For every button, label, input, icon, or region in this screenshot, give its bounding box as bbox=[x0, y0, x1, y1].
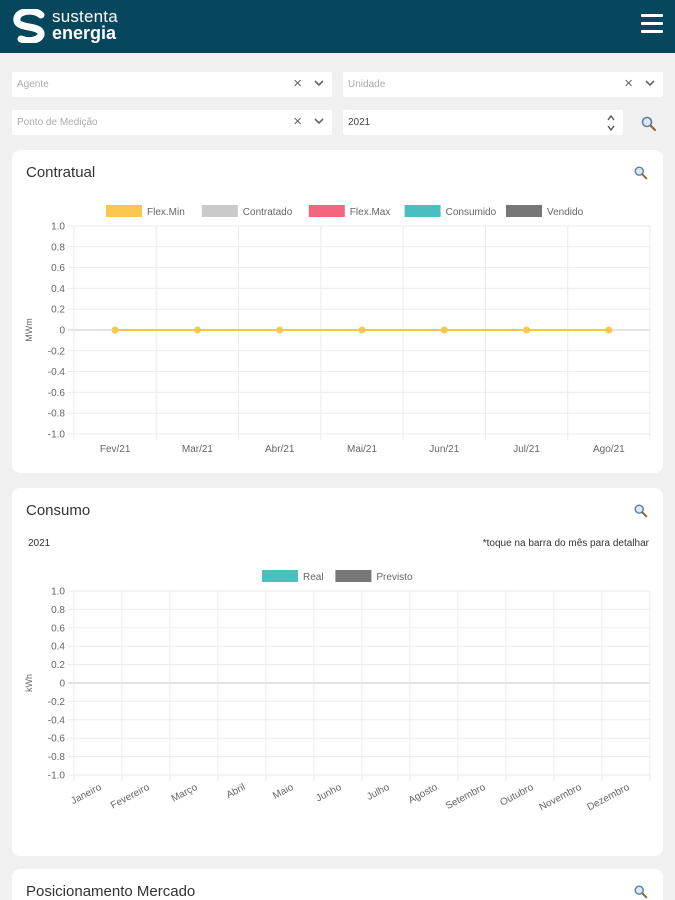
consumo-title: Consumo bbox=[26, 502, 91, 519]
posicionamento-title: Posicionamento Mercado bbox=[26, 883, 196, 900]
y-tick-label: 0.6 bbox=[51, 263, 65, 274]
clear-agente-icon[interactable]: × bbox=[293, 75, 302, 92]
consumo-hint: *toque na barra do mês para detalhar bbox=[482, 538, 649, 549]
x-tick-label: Julho bbox=[365, 782, 392, 803]
unidade-placeholder: Unidade bbox=[348, 79, 386, 90]
unidade-select[interactable]: Unidade × bbox=[343, 72, 663, 97]
y-axis-label: kWh bbox=[24, 674, 34, 692]
y-tick-label: 1.0 bbox=[51, 222, 65, 233]
legend-label: Contratado bbox=[243, 207, 293, 218]
contratual-chart[interactable]: Flex.Min Contratado Flex.Max Consumido Vendi… bbox=[12, 150, 663, 473]
brand-line-1: sustenta bbox=[52, 7, 118, 26]
legend-swatch bbox=[106, 205, 142, 217]
x-tick-label: Mai/21 bbox=[347, 444, 377, 455]
legend-label: Flex.Max bbox=[350, 207, 391, 218]
data-point bbox=[358, 326, 366, 334]
legend-swatch bbox=[201, 205, 238, 217]
legend-swatch bbox=[262, 570, 298, 582]
data-point bbox=[605, 326, 613, 334]
y-tick-label: -0.2 bbox=[48, 346, 66, 357]
x-tick-label: Setembro bbox=[444, 782, 488, 812]
ponto-placeholder: Ponto de Medição bbox=[17, 117, 98, 128]
y-tick-label: -0.6 bbox=[48, 734, 66, 745]
clear-ponto-icon[interactable]: × bbox=[293, 113, 302, 130]
y-tick-label: -1.0 bbox=[48, 771, 66, 782]
x-tick-label: Abr/21 bbox=[265, 444, 295, 455]
hamburger-menu-icon[interactable] bbox=[641, 14, 663, 36]
legend-label: Flex.Min bbox=[147, 207, 185, 218]
y-tick-label: 0 bbox=[59, 679, 65, 690]
x-tick-label: Maio bbox=[271, 782, 296, 802]
y-tick-label: 0.4 bbox=[51, 284, 65, 295]
legend-label: Previsto bbox=[376, 572, 413, 583]
x-tick-label: Dezembro bbox=[586, 782, 632, 814]
x-tick-label: Jul/21 bbox=[513, 444, 540, 455]
chevron-down-icon[interactable] bbox=[312, 75, 326, 91]
data-point bbox=[440, 326, 448, 334]
consumo-year: 2021 bbox=[28, 538, 51, 549]
y-tick-label: -0.2 bbox=[48, 697, 66, 708]
legend-swatch bbox=[308, 205, 345, 217]
x-tick-label: Mar/21 bbox=[182, 444, 214, 455]
data-point bbox=[111, 326, 119, 334]
legend-label: Vendido bbox=[547, 207, 584, 218]
legend-swatch bbox=[506, 205, 542, 217]
x-tick-label: Fevereiro bbox=[109, 782, 152, 812]
y-tick-label: 0.8 bbox=[51, 605, 65, 616]
y-tick-label: 0.6 bbox=[51, 623, 65, 634]
x-tick-label: Outubro bbox=[498, 782, 535, 809]
x-tick-label: Agosto bbox=[407, 782, 440, 807]
y-tick-label: -0.8 bbox=[48, 752, 66, 763]
legend-label: Consumido bbox=[446, 207, 497, 218]
x-tick-label: Março bbox=[170, 782, 200, 805]
y-axis-label: MWm bbox=[24, 318, 34, 342]
legend-swatch bbox=[404, 205, 441, 217]
posicionamento-card: Posicionamento Mercado bbox=[12, 869, 663, 900]
data-point bbox=[276, 326, 284, 334]
y-tick-label: 1.0 bbox=[51, 587, 65, 598]
number-spinner-icon[interactable] bbox=[605, 112, 617, 134]
year-input[interactable]: 2021 bbox=[343, 110, 623, 135]
y-tick-label: 0.2 bbox=[51, 305, 65, 316]
x-tick-label: Jun/21 bbox=[429, 444, 459, 455]
x-tick-label: Fev/21 bbox=[100, 444, 131, 455]
y-tick-label: 0.2 bbox=[51, 660, 65, 671]
contratual-card: Contratual Flex.Min Contratado Flex.Max Con… bbox=[12, 150, 663, 473]
posicionamento-search-icon[interactable] bbox=[633, 884, 649, 900]
y-tick-label: -0.6 bbox=[48, 388, 66, 399]
filter-search-icon[interactable] bbox=[640, 115, 658, 133]
agente-placeholder: Agente bbox=[17, 79, 49, 90]
y-tick-label: -0.8 bbox=[48, 409, 66, 420]
clear-unidade-icon[interactable]: × bbox=[624, 75, 633, 92]
legend-label: Real bbox=[303, 572, 324, 583]
x-tick-label: Ago/21 bbox=[593, 444, 625, 455]
contratual-search-icon[interactable] bbox=[633, 165, 649, 181]
consumo-search-icon[interactable] bbox=[633, 503, 649, 519]
y-tick-label: -0.4 bbox=[48, 715, 66, 726]
app-header: sustenta energia bbox=[0, 0, 675, 53]
x-tick-label: Junho bbox=[314, 782, 344, 805]
ponto-medicao-select[interactable]: Ponto de Medição × bbox=[12, 110, 332, 135]
consumo-card: Consumo 2021 *toque na barra do mês para… bbox=[12, 488, 663, 856]
y-tick-label: -1.0 bbox=[48, 430, 66, 441]
y-tick-label: -0.4 bbox=[48, 367, 66, 378]
contratual-title: Contratual bbox=[26, 164, 96, 181]
brand-name: sustenta energia bbox=[52, 7, 118, 43]
x-tick-label: Abril bbox=[225, 782, 248, 801]
y-tick-label: 0.4 bbox=[51, 642, 65, 653]
legend-swatch bbox=[335, 570, 372, 582]
data-point bbox=[193, 326, 201, 334]
chevron-down-icon[interactable] bbox=[312, 113, 326, 129]
y-tick-label: 0.8 bbox=[51, 242, 65, 253]
y-tick-label: 0 bbox=[59, 326, 65, 337]
year-value: 2021 bbox=[348, 117, 371, 128]
agente-select[interactable]: Agente × bbox=[12, 72, 332, 97]
x-tick-label: Novembro bbox=[538, 782, 584, 814]
x-tick-label: Janeiro bbox=[69, 782, 104, 807]
brand-line-2: energia bbox=[52, 23, 117, 43]
consumo-chart[interactable]: Real Previsto 1.0 0.8 0.6 0.4 0.2 0 -0.2 -0.4 -0.6… bbox=[12, 488, 663, 856]
data-point bbox=[523, 326, 531, 334]
chevron-down-icon[interactable] bbox=[643, 75, 657, 91]
logo-icon bbox=[13, 9, 45, 43]
